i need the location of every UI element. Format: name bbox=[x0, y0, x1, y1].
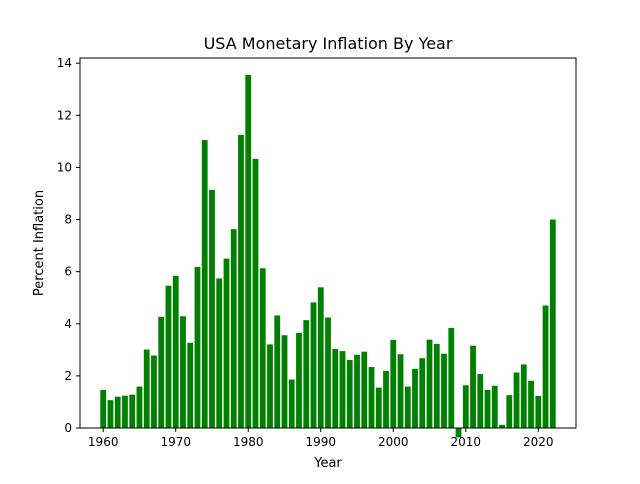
x-tick-label: 2010 bbox=[451, 435, 482, 449]
bar-1965 bbox=[136, 386, 143, 428]
bar-2003 bbox=[412, 368, 418, 428]
x-tick-label: 1980 bbox=[233, 435, 264, 449]
bar-1987 bbox=[296, 332, 302, 428]
bar-2000 bbox=[390, 339, 397, 428]
bar-2005 bbox=[426, 339, 433, 428]
bar-1998 bbox=[375, 387, 382, 428]
bar-1961 bbox=[107, 400, 114, 428]
bar-2019 bbox=[528, 380, 534, 428]
bar-2022 bbox=[549, 219, 556, 428]
bar-2006 bbox=[433, 343, 440, 428]
bar-1991 bbox=[325, 317, 331, 428]
bar-2014 bbox=[491, 385, 498, 428]
bar-1996 bbox=[361, 351, 368, 428]
bar-1960 bbox=[100, 389, 107, 428]
bar-1964 bbox=[129, 394, 136, 428]
bar-1990 bbox=[317, 287, 324, 428]
bar-1969 bbox=[165, 285, 172, 428]
chart-title: USA Monetary Inflation By Year bbox=[204, 34, 453, 53]
bar-1997 bbox=[368, 367, 375, 428]
y-tick-label: 12 bbox=[57, 108, 72, 122]
bar-1981 bbox=[252, 158, 259, 428]
bar-1980 bbox=[245, 74, 252, 428]
y-tick-label: 8 bbox=[64, 213, 72, 227]
bar-1962 bbox=[114, 396, 121, 428]
bar-2011 bbox=[470, 345, 476, 428]
bar-1976 bbox=[216, 278, 223, 428]
x-tick-label: 2000 bbox=[378, 435, 409, 449]
bar-1986 bbox=[288, 379, 295, 428]
bar-2010 bbox=[462, 385, 469, 428]
bars-group bbox=[100, 74, 556, 438]
bar-2021 bbox=[542, 305, 549, 428]
bar-2002 bbox=[404, 386, 411, 428]
y-tick-label: 6 bbox=[64, 265, 72, 279]
bar-1984 bbox=[274, 315, 281, 428]
y-tick-label: 0 bbox=[64, 421, 72, 435]
bar-2013 bbox=[484, 389, 491, 428]
bar-2007 bbox=[441, 353, 447, 428]
bar-2009 bbox=[455, 428, 462, 438]
y-tick-label: 10 bbox=[57, 160, 72, 174]
bar-1995 bbox=[354, 354, 360, 428]
bar-1983 bbox=[267, 344, 273, 428]
bar-1968 bbox=[158, 316, 165, 428]
y-axis-label: Percent Inflation bbox=[32, 190, 47, 296]
bar-1982 bbox=[259, 268, 266, 428]
bar-1963 bbox=[122, 395, 128, 428]
y-axis: 0 2 4 6 8 10 12 14 bbox=[57, 56, 80, 435]
x-tick-label: 2020 bbox=[523, 435, 554, 449]
bar-1994 bbox=[346, 359, 353, 428]
bar-1974 bbox=[201, 140, 208, 428]
bar-1970 bbox=[172, 275, 179, 428]
bar-1972 bbox=[187, 342, 194, 428]
x-tick-label: 1960 bbox=[88, 435, 119, 449]
x-tick-label: 1970 bbox=[160, 435, 191, 449]
bar-2015 bbox=[499, 424, 505, 428]
x-axis: 1960 1970 1980 1990 2000 2010 2020 bbox=[88, 428, 554, 449]
x-axis-label: Year bbox=[313, 456, 342, 471]
y-tick-label: 14 bbox=[57, 56, 72, 70]
bar-1975 bbox=[209, 189, 215, 428]
bar-1988 bbox=[303, 320, 310, 428]
bar-1967 bbox=[151, 355, 157, 428]
bar-2012 bbox=[477, 374, 484, 428]
bar-2004 bbox=[419, 358, 426, 428]
bar-2008 bbox=[448, 327, 455, 428]
bar-1973 bbox=[194, 266, 201, 428]
plot-frame bbox=[79, 57, 577, 429]
y-tick-label: 2 bbox=[64, 369, 72, 383]
bar-1966 bbox=[143, 349, 150, 428]
x-tick-label: 1990 bbox=[305, 435, 336, 449]
bar-2016 bbox=[506, 395, 513, 428]
bar-2020 bbox=[535, 395, 542, 428]
bar-1971 bbox=[180, 316, 186, 428]
bar-1978 bbox=[230, 229, 237, 428]
bar-1979 bbox=[238, 134, 244, 428]
bar-1993 bbox=[339, 351, 346, 428]
bar-2001 bbox=[397, 354, 404, 428]
bar-1989 bbox=[310, 302, 317, 428]
bar-1977 bbox=[223, 258, 230, 428]
bar-2017 bbox=[513, 372, 520, 428]
bar-2018 bbox=[520, 364, 527, 428]
bar-1992 bbox=[332, 349, 339, 428]
y-tick-label: 4 bbox=[64, 317, 72, 331]
bar-1999 bbox=[383, 370, 389, 428]
bar-1985 bbox=[281, 335, 288, 428]
